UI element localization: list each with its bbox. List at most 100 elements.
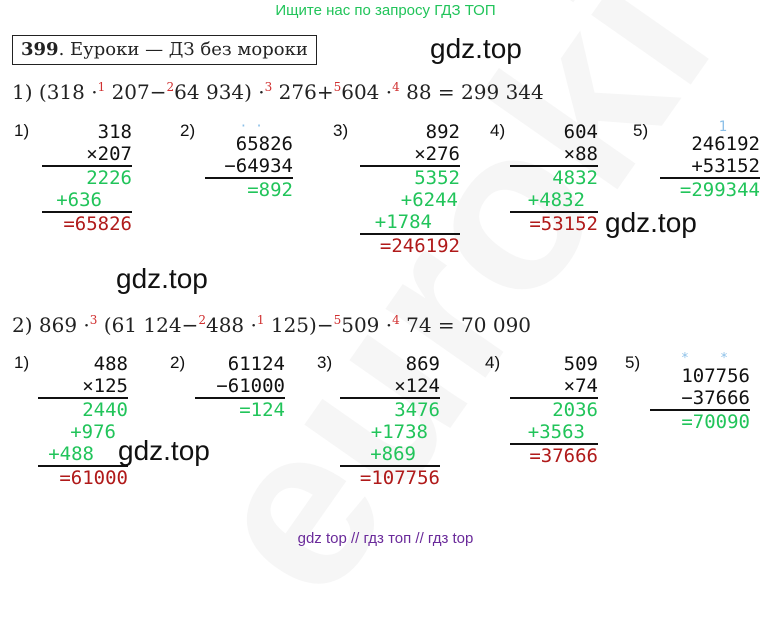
- operand: 107756: [681, 365, 750, 387]
- expr-part: 604 ·: [341, 80, 393, 104]
- step-label: 1): [14, 121, 30, 140]
- rule-line: [38, 465, 128, 467]
- step-label: 4): [485, 353, 501, 372]
- operand: −61000: [216, 375, 285, 397]
- rule-line: [360, 165, 460, 167]
- exercise-title: 399. Еуроки — ДЗ без мороки: [12, 35, 317, 65]
- order-mark: 4: [392, 80, 400, 94]
- result: =65826: [63, 213, 132, 235]
- rule-line: [340, 465, 440, 467]
- expr-part: 74 = 70 090: [399, 313, 532, 337]
- expr-part: 64 934) ·: [174, 80, 265, 104]
- result: =107756: [359, 467, 440, 489]
- calc-column: 604 ×88 4832 +4832 =53152: [510, 121, 598, 235]
- result: =37666: [529, 445, 598, 467]
- partial-product: 2440: [82, 399, 128, 421]
- result: =53152: [529, 213, 598, 235]
- operand: 604: [563, 121, 598, 143]
- step-label: 2): [170, 353, 186, 372]
- rule-line: [205, 177, 293, 179]
- rule-line: [510, 397, 598, 399]
- partial-product: +4832: [527, 189, 585, 211]
- operand: 65826: [235, 133, 293, 155]
- rule-line: [340, 397, 440, 399]
- expr-part: (61 124−: [97, 313, 199, 337]
- watermark: gdz.top: [116, 263, 208, 294]
- expr-part: 2) 869 ·: [12, 313, 90, 337]
- order-mark: 2: [198, 313, 206, 327]
- exercise-number: 399: [21, 39, 59, 60]
- step-label: 4): [490, 121, 506, 140]
- operand: ×276: [414, 143, 460, 165]
- borrow-marks: · ·: [239, 119, 263, 134]
- order-mark: 5: [333, 80, 342, 94]
- partial-product: +488: [48, 443, 94, 465]
- step-label: 1): [14, 353, 30, 372]
- rule-line: [510, 165, 598, 167]
- step-label: 5): [625, 353, 641, 372]
- partial-product: 3476: [394, 399, 440, 421]
- result: =892: [247, 179, 293, 201]
- result: =124: [239, 399, 285, 421]
- expr-part: 125)−: [264, 313, 334, 337]
- order-mark: 3: [264, 80, 273, 94]
- expr-part: 88 = 299 344: [399, 80, 544, 104]
- calc-column: 509 ×74 2036 +3563 =37666: [510, 353, 598, 467]
- operand: ×125: [82, 375, 128, 397]
- expr-part: 509 ·: [341, 313, 393, 337]
- operand: ×74: [563, 375, 598, 397]
- operand: 892: [425, 121, 460, 143]
- operand: ×207: [86, 143, 132, 165]
- rule-line: [650, 409, 750, 411]
- expression-2: 2) 869 ·3 (61 124−2488 ·1 125)−5509 ·4 7…: [12, 313, 531, 337]
- rule-line: [38, 397, 128, 399]
- rule-line: [510, 443, 598, 445]
- operand: −37666: [681, 387, 750, 409]
- order-mark: 1: [97, 80, 106, 94]
- calc-column: * * 107756 −37666 =70090: [650, 351, 750, 433]
- footer-links[interactable]: gdz top // гдз топ // гдз top: [297, 530, 474, 547]
- partial-product: +976: [70, 421, 116, 443]
- partial-product: +6244: [400, 189, 458, 211]
- step-label: 5): [633, 121, 649, 140]
- rule-line: [660, 177, 760, 179]
- step-label: 3): [333, 121, 349, 140]
- carry-mark: 1: [718, 119, 727, 135]
- partial-product: +636: [56, 189, 102, 211]
- rule-line: [510, 211, 598, 213]
- operand: ×88: [563, 143, 598, 165]
- step-label: 3): [317, 353, 333, 372]
- operand: 61124: [227, 353, 285, 375]
- partial-product: +3563: [527, 421, 585, 443]
- partial-product: +1738: [370, 421, 428, 443]
- partial-product: 4832: [552, 167, 598, 189]
- operand: 488: [93, 353, 128, 375]
- rule-line: [360, 233, 460, 235]
- partial-product: +869: [370, 443, 416, 465]
- result: =70090: [681, 411, 750, 433]
- calc-column: 488 ×125 2440 +976 +488 =61000: [38, 353, 128, 489]
- calc-column: 318 ×207 2226 +636 =65826: [42, 121, 132, 235]
- operand: 509: [563, 353, 598, 375]
- operand: +53152: [691, 155, 760, 177]
- operand: 869: [405, 353, 440, 375]
- expr-part: 207−: [105, 80, 167, 104]
- expression-1: 1) (318 ·1 207−264 934) ·3 276+5604 ·4 8…: [12, 80, 544, 104]
- operand: 318: [97, 121, 132, 143]
- result: =299344: [679, 179, 760, 201]
- order-mark: 1: [256, 313, 265, 327]
- result: =61000: [59, 467, 128, 489]
- order-mark: 5: [333, 313, 342, 327]
- top-banner: Ищите нас по запросу ГДЗ ТОП: [275, 2, 496, 19]
- calc-column: 869 ×124 3476 +1738 +869 =107756: [340, 353, 440, 489]
- partial-product: +1784: [374, 211, 432, 233]
- expr-part: 488 ·: [205, 313, 257, 337]
- partial-product: 5352: [414, 167, 460, 189]
- operand: −64934: [224, 155, 293, 177]
- order-mark: 2: [166, 80, 175, 94]
- exercise-title-text: . Еуроки — ДЗ без мороки: [58, 39, 308, 60]
- step-label: 2): [180, 121, 196, 140]
- order-mark: 4: [392, 313, 400, 327]
- borrow-marks: * *: [681, 351, 728, 366]
- watermark: gdz.top: [118, 435, 210, 466]
